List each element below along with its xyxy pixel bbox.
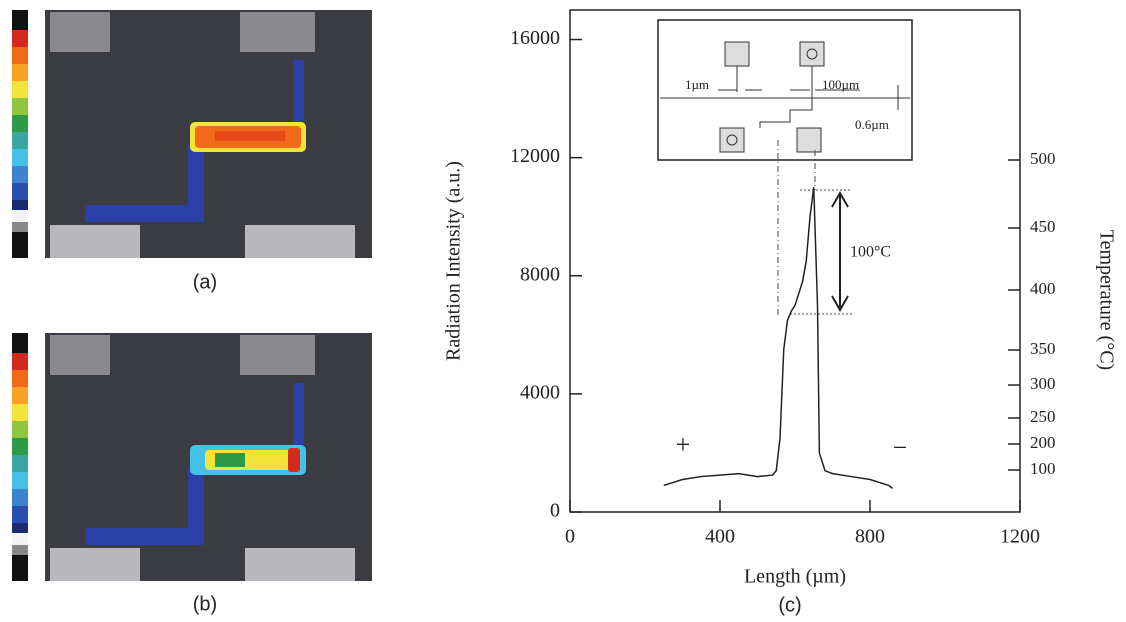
thermal-image-b — [12, 333, 372, 581]
x-tick-label: 0 — [565, 526, 575, 548]
y-tick-label: 0 — [550, 500, 560, 522]
y2-tick-label: 100 — [1030, 459, 1056, 478]
y2-tick-label: 400 — [1030, 279, 1056, 298]
caption: (a) — [193, 271, 217, 293]
y-axis-label: Radiation Intensity (a.u.) — [443, 161, 465, 361]
x-axis-label: Length (µm) — [744, 566, 846, 588]
guide — [790, 189, 852, 315]
annotation: − — [893, 433, 908, 462]
annotation: 100°C — [850, 244, 891, 261]
annotation: 1µm — [685, 77, 709, 92]
plot-frame — [569, 9, 1021, 513]
thermal-image-a — [12, 10, 372, 258]
y2-axis-label: Temperature (°C) — [1095, 230, 1117, 370]
annotation: 100µm — [822, 77, 859, 92]
arrow — [831, 190, 849, 313]
y-tick-label: 16000 — [510, 27, 560, 49]
data-line — [663, 187, 893, 489]
caption: (b) — [193, 593, 217, 615]
caption: (c) — [778, 594, 801, 616]
y-tick-label: 4000 — [520, 381, 560, 403]
x-tick-label: 400 — [705, 526, 735, 548]
annotation: + — [676, 430, 691, 459]
y2-tick-label: 250 — [1030, 407, 1056, 426]
y2-tick-label: 500 — [1030, 149, 1056, 168]
y2-tick-label: 200 — [1030, 433, 1056, 452]
x-tick-label: 1200 — [1000, 526, 1040, 548]
x-tick-label: 800 — [855, 526, 885, 548]
y-tick-label: 8000 — [520, 263, 560, 285]
y2-tick-label: 350 — [1030, 339, 1056, 358]
inset — [657, 19, 913, 161]
y2-tick-label: 450 — [1030, 217, 1056, 236]
guide — [777, 140, 816, 315]
annotation: 0.6µm — [855, 117, 889, 132]
y-tick-label: 12000 — [510, 145, 560, 167]
y2-tick-label: 300 — [1030, 374, 1056, 393]
